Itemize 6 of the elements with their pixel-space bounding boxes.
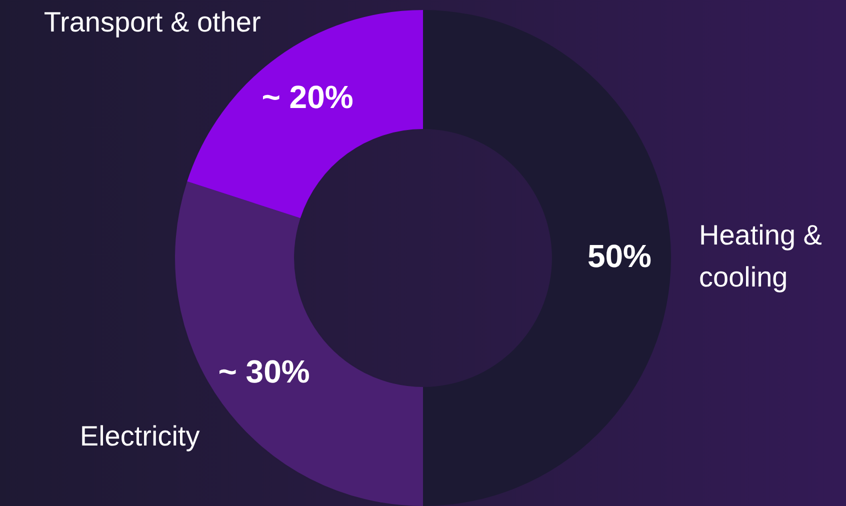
data-label: 50%: [587, 238, 652, 274]
slice-label: Transport & other: [44, 6, 261, 38]
slice-label: Electricity: [80, 420, 200, 452]
data-label: ~ 20%: [262, 78, 354, 115]
slice-label: Heating & cooling: [699, 220, 822, 293]
data-label: ~ 30%: [218, 353, 310, 390]
